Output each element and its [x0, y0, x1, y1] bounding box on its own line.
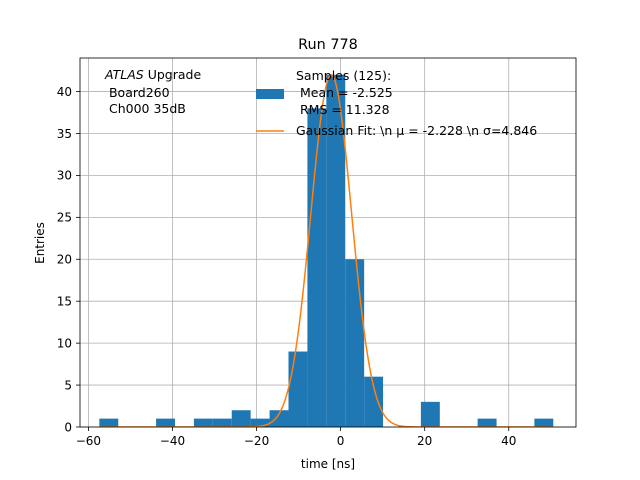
y-tick-label: 5 [64, 378, 72, 392]
legend-samples-swatch [256, 89, 284, 99]
x-tick-label: 20 [417, 434, 432, 448]
y-tick-label: 35 [57, 127, 72, 141]
y-axis-ticks: 0 5 10 15 20 25 30 35 40 [57, 85, 80, 434]
y-tick-label: 25 [57, 211, 72, 225]
legend: Samples (125): Mean = -2.525 RMS = 11.32… [256, 68, 537, 138]
gaussian-fit-layer [99, 74, 554, 427]
histogram-bar [420, 401, 440, 427]
histogram-bar [269, 410, 289, 427]
x-tick-label: −60 [76, 434, 101, 448]
legend-samples-label-2: Mean = -2.525 [296, 85, 393, 100]
histogram-bar [477, 418, 497, 427]
svg-text:ATLAS Upgrade: ATLAS Upgrade [104, 67, 201, 82]
gaussian-fit-line [99, 74, 554, 427]
atlas-annotation: ATLAS Upgrade Board260 Ch000 35dB [104, 67, 201, 116]
histogram-bar [193, 418, 213, 427]
x-tick-label: 40 [501, 434, 516, 448]
board-label: Board260 [105, 85, 170, 100]
plot-frame [79, 57, 577, 428]
histogram-bar [364, 376, 384, 427]
x-axis-ticks: −60 −40 −20 0 20 40 [76, 427, 516, 448]
x-tick-label: 0 [337, 434, 345, 448]
histogram-bar [212, 418, 232, 427]
legend-fit-label: Gaussian Fit: \n μ = -2.228 \n σ=4.846 [296, 123, 537, 138]
y-tick-label: 15 [57, 295, 72, 309]
histogram-bar [231, 410, 251, 427]
channel-label: Ch000 35dB [105, 101, 186, 116]
y-tick-label: 20 [57, 253, 72, 267]
histogram-bar [326, 74, 346, 427]
upgrade-label: Upgrade [144, 67, 202, 82]
y-tick-label: 10 [57, 336, 72, 350]
y-axis-label: Entries [33, 222, 47, 264]
histogram-bar [307, 108, 327, 428]
atlas-label: ATLAS [104, 67, 144, 82]
y-tick-label: 0 [64, 420, 72, 434]
chart-title: Run 778 [298, 37, 358, 53]
histogram-bar [156, 418, 175, 427]
histogram-bar [534, 418, 554, 427]
legend-samples-label-3: RMS = 11.328 [296, 102, 390, 117]
x-tick-label: −40 [160, 434, 185, 448]
histogram-bars [99, 74, 554, 428]
histogram-bar [288, 351, 308, 427]
histogram-bar [250, 418, 270, 427]
histogram-bar [345, 259, 365, 427]
y-tick-label: 30 [57, 169, 72, 183]
histogram-bar [99, 418, 119, 427]
x-axis-label: time [ns] [301, 457, 355, 471]
legend-samples-label-1: Samples (125): [296, 68, 391, 83]
y-tick-label: 40 [57, 85, 72, 99]
x-tick-label: −20 [244, 434, 269, 448]
